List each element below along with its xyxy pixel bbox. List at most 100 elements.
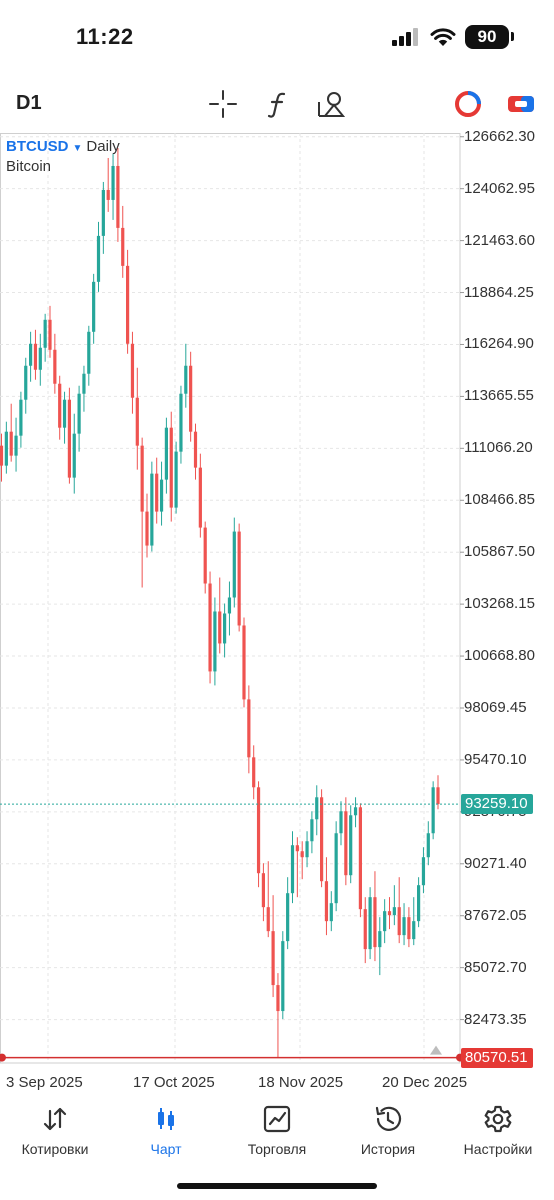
candle-up (426, 833, 430, 858)
home-indicator (177, 1183, 377, 1189)
y-tick-label: 87672.05 (464, 906, 527, 924)
chart-symbol-header[interactable]: BTCUSD ▼ Daily (6, 138, 120, 155)
candle-up (87, 331, 91, 374)
candle-up (159, 479, 164, 512)
candle-up (213, 611, 217, 672)
candle-up (368, 897, 372, 950)
candle-down (48, 319, 52, 350)
candle-down (300, 851, 304, 858)
candle-up (329, 903, 333, 922)
chart-toolbar: D1 (0, 76, 554, 132)
candle-down (407, 917, 411, 940)
nav-trade[interactable]: Торговля (222, 1095, 332, 1165)
bottom-navigation: Котировки Чарт Торговля История (0, 1095, 554, 1170)
chart-period: Daily (86, 138, 120, 155)
candle-up (310, 819, 314, 842)
candle-down (344, 811, 348, 876)
candlestick-chart[interactable] (0, 133, 554, 1068)
candle-down (324, 881, 329, 922)
nav-label-chart: Чарт (150, 1141, 182, 1157)
candle-down (9, 431, 13, 456)
candle-up (281, 941, 285, 1012)
candle-down (387, 911, 392, 916)
candle-down (261, 873, 265, 908)
candle-down (53, 349, 57, 384)
candle-down (121, 227, 125, 266)
candle-down (271, 931, 275, 986)
x-tick-label: 3 Sep 2025 (6, 1074, 83, 1091)
nav-quotes[interactable]: Котировки (0, 1095, 110, 1165)
candle-up (62, 399, 67, 428)
y-tick-label: 85072.70 (464, 958, 527, 976)
timeframe-button[interactable]: D1 (16, 92, 42, 114)
candle-up (353, 807, 358, 816)
candle-down (58, 383, 62, 428)
plot-frame (0, 133, 461, 1064)
nav-label-trade: Торговля (247, 1141, 307, 1157)
candle-up (378, 931, 382, 948)
candle-up (339, 811, 343, 834)
candle-down (373, 897, 377, 948)
y-tick-label: 100668.80 (464, 647, 535, 665)
candle-up (179, 393, 183, 452)
candle-down (145, 511, 149, 546)
candle-down (189, 365, 193, 432)
symbol-description: Bitcoin (6, 158, 52, 175)
x-tick-label: 20 Dec 2025 (382, 1074, 468, 1091)
candle-up (392, 907, 396, 916)
nav-settings[interactable]: Настройки (443, 1095, 553, 1165)
y-tick-label: 108466.85 (464, 491, 535, 509)
battery-indicator: 90 (465, 25, 509, 49)
low-price-tag: 80570.51 (461, 1047, 533, 1068)
one-click-trading-icon[interactable] (452, 88, 484, 120)
candle-down (203, 527, 207, 584)
price-chart[interactable]: BTCUSD ▼ Daily Bitcoin 126662.30 124062.95 1… (0, 128, 554, 1091)
nav-history[interactable]: История (333, 1095, 443, 1165)
candle-down (247, 699, 251, 758)
candle-down (237, 531, 241, 626)
candle-down (208, 583, 212, 672)
candle-up (29, 343, 33, 366)
candle-down (0, 445, 4, 466)
candle-up (101, 189, 105, 236)
battery-cap (511, 32, 514, 41)
trade-panel-icon[interactable] (505, 88, 537, 120)
candle-down (242, 625, 246, 700)
chart-shift-marker (430, 1045, 442, 1055)
candle-up (431, 787, 435, 834)
candle-up (421, 857, 426, 886)
candle-down (252, 757, 256, 788)
history-clock-icon (375, 1106, 402, 1131)
candle-up (150, 473, 154, 546)
candle-up (19, 399, 23, 436)
y-tick-label: 126662.30 (464, 127, 535, 145)
candle-down (276, 985, 280, 1012)
y-tick-label: 121463.60 (464, 231, 535, 249)
candle-down (256, 787, 261, 874)
y-tick-label: 111066.20 (464, 439, 533, 457)
candle-up (349, 815, 353, 876)
objects-shapes-icon[interactable] (315, 88, 347, 120)
candle-up (290, 845, 295, 894)
y-tick-label: 105867.50 (464, 543, 535, 561)
nav-chart[interactable]: Чарт (111, 1095, 221, 1165)
cellular-signal-icon (392, 28, 418, 46)
candle-up (24, 365, 28, 400)
candle-up (315, 797, 319, 820)
status-time: 11:22 (76, 24, 134, 49)
candle-down (126, 265, 130, 344)
indicators-function-icon[interactable] (262, 88, 294, 120)
candle-down (218, 611, 222, 644)
symbol-dropdown-caret-icon[interactable]: ▼ (72, 143, 83, 154)
candle-up (82, 373, 86, 394)
current-price-tag: 93259.10 (461, 794, 533, 815)
candle-up (72, 433, 76, 478)
candle-up (223, 613, 227, 644)
symbol-name[interactable]: BTCUSD (6, 138, 69, 155)
chart-candles-icon (158, 1108, 174, 1130)
crosshair-icon[interactable] (207, 88, 239, 120)
settings-gear-icon (484, 1105, 512, 1133)
y-tick-label: 90271.40 (464, 854, 527, 872)
candle-up (43, 319, 47, 348)
y-tick-label: 113665.55 (464, 387, 534, 405)
